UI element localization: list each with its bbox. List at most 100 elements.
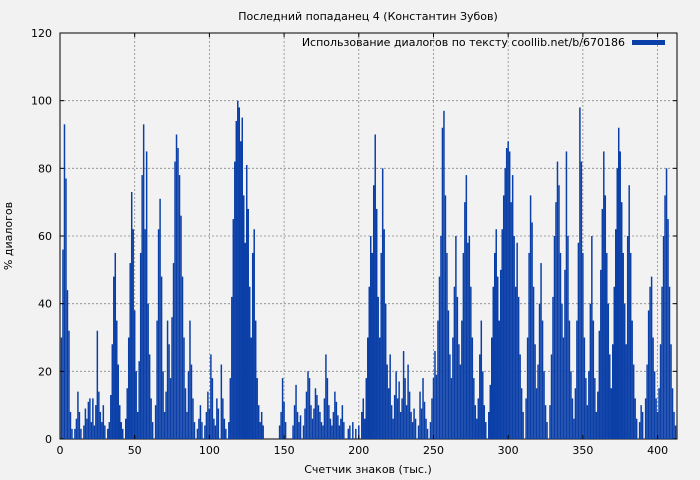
data-bar (443, 110, 445, 439)
data-bar (410, 411, 412, 439)
data-bar (119, 405, 121, 439)
data-bar (304, 408, 306, 439)
data-bar (395, 371, 397, 439)
data-bar (550, 354, 553, 439)
data-bar (201, 422, 203, 439)
legend-label: Использование диалогов по тексту coollib… (302, 36, 625, 49)
data-bar (192, 398, 194, 439)
data-bar (377, 296, 379, 439)
data-bar (225, 428, 227, 439)
data-bar (110, 395, 112, 439)
y-tick-label: 120 (31, 27, 52, 40)
series-bars (60, 100, 677, 440)
data-bar (292, 425, 294, 439)
data-bar (622, 252, 624, 439)
data-bar (68, 330, 70, 439)
data-bar (528, 252, 530, 439)
data-bar (114, 252, 117, 439)
data-bar (456, 296, 459, 439)
data-bar (298, 422, 300, 439)
x-tick-label: 400 (647, 444, 668, 457)
data-bar (477, 398, 480, 439)
data-bar (326, 378, 329, 439)
data-bar (323, 398, 326, 439)
data-bar (165, 391, 167, 439)
x-tick-label: 0 (57, 444, 64, 457)
data-bar (583, 337, 586, 439)
data-bar (310, 405, 312, 439)
x-tick-label: 350 (572, 444, 593, 457)
data-bar (664, 195, 666, 439)
data-bar (671, 388, 674, 439)
data-bar (332, 411, 335, 439)
data-bar (417, 425, 420, 439)
data-bar (228, 422, 230, 439)
data-bar (674, 425, 677, 439)
data-bar (129, 263, 131, 439)
data-bar (592, 320, 595, 439)
data-bar (392, 418, 394, 439)
data-bar (375, 208, 378, 439)
data-bar (169, 378, 172, 439)
data-bar (389, 354, 391, 439)
data-bar (485, 422, 487, 439)
legend-swatch (632, 40, 665, 45)
data-bar (337, 415, 339, 439)
data-bar (435, 374, 438, 439)
data-bar (124, 418, 127, 439)
data-bar (441, 127, 444, 439)
data-bar (246, 164, 248, 439)
data-bar (111, 344, 114, 439)
data-bar (517, 296, 520, 439)
data-bar (325, 354, 327, 439)
data-bar (495, 229, 497, 439)
data-bar (281, 378, 284, 439)
data-bar (604, 195, 607, 439)
data-bar (570, 371, 572, 439)
data-bar (311, 418, 314, 439)
data-bar (331, 425, 333, 439)
data-bar (213, 418, 215, 439)
data-bar (144, 229, 146, 439)
data-bar (126, 388, 128, 439)
data-bar (612, 344, 614, 439)
data-bar (467, 242, 469, 439)
data-bar (384, 303, 387, 439)
data-bar (355, 428, 357, 439)
data-bar (240, 141, 242, 439)
data-bar (135, 371, 137, 439)
data-bar (613, 286, 615, 439)
data-bar (479, 354, 481, 439)
data-bar (407, 364, 409, 439)
data-bar (399, 411, 402, 439)
data-bar (434, 351, 436, 439)
data-bar (183, 337, 185, 439)
data-bar (534, 344, 536, 439)
data-bar (83, 425, 85, 439)
data-bar (235, 120, 238, 439)
data-bar (600, 269, 602, 439)
y-tick-label: 40 (38, 298, 52, 311)
y-tick-label: 60 (38, 230, 52, 243)
data-bar (352, 422, 354, 439)
data-bar (77, 391, 79, 439)
data-bar (117, 364, 120, 439)
data-bar (154, 405, 157, 439)
data-bar (552, 296, 554, 439)
data-bar (95, 405, 97, 439)
data-bar (404, 378, 406, 439)
data-bar (661, 286, 663, 439)
data-bar (172, 263, 175, 439)
data-bar (102, 405, 105, 439)
data-bar (232, 219, 235, 439)
data-bar (187, 371, 190, 439)
data-bar (113, 276, 115, 439)
data-bar (151, 422, 154, 439)
x-axis-title: Счетчик знаков (тыс.) (304, 463, 432, 476)
data-bar (122, 428, 124, 439)
data-bar (340, 418, 342, 439)
data-bar (247, 208, 249, 439)
data-bar (616, 168, 618, 439)
data-bar (632, 364, 635, 439)
data-bar (420, 408, 423, 439)
